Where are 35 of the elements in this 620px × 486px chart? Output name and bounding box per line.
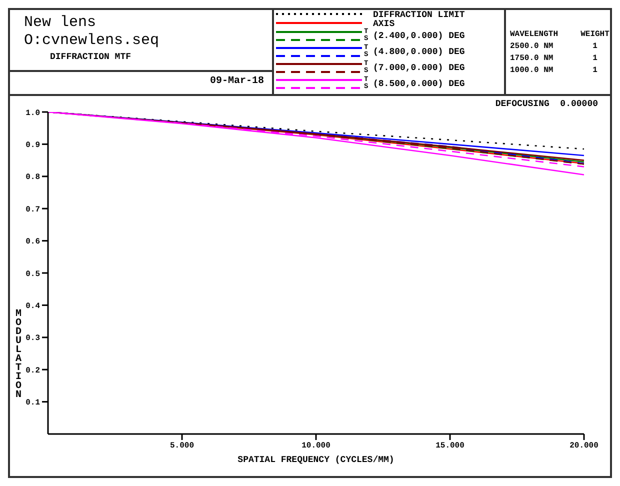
y-tick-label: 0.2 [26, 366, 40, 376]
text: 09-Mar-18 [210, 76, 264, 87]
legend-label: (8.500,0.000) DEG [373, 79, 465, 89]
legend-label: DIFFRACTION LIMIT [373, 10, 465, 20]
text: 1 [592, 54, 598, 63]
y-tick-label: 0.8 [26, 173, 40, 182]
text: 1750.0 NM [510, 54, 554, 63]
text: WEIGHT [580, 30, 610, 39]
y-tick-label: 0.7 [26, 205, 40, 214]
text: 2500.0 NM [510, 42, 554, 51]
chart-subtitle: O:cvnewlens.seq [24, 32, 160, 49]
text: WAVELENGTH [510, 30, 560, 39]
x-tick-label: 15.000 [436, 442, 465, 451]
text: MODULATION [15, 309, 22, 401]
y-tick-label: 0.5 [26, 270, 40, 279]
y-tick-label: 0.3 [26, 334, 40, 344]
legend-label: (7.000,0.000) DEG [373, 63, 465, 73]
text: 1 [592, 66, 598, 75]
y-tick-label: 0.4 [26, 302, 40, 312]
x-tick-label: 5.000 [170, 442, 194, 451]
legend-label: (2.400,0.000) DEG [373, 31, 465, 41]
text: 1000.0 NM [510, 66, 554, 75]
y-tick-label: 1.0 [26, 108, 40, 118]
chart-title: New lens [24, 14, 96, 31]
text: DIFFRACTION MTF [50, 52, 132, 62]
text: DEFOCUSING 0.00000 [495, 99, 598, 109]
y-tick-label: 0.1 [26, 398, 40, 408]
x-axis-title: SPATIAL FREQUENCY (CYCLES/MM) [238, 455, 394, 465]
x-tick-label: 10.000 [302, 442, 331, 451]
y-tick-label: 0.6 [26, 238, 40, 247]
y-tick-label: 0.9 [26, 141, 40, 150]
legend-label: (4.800,0.000) DEG [373, 47, 465, 57]
legend-label: AXIS [373, 18, 395, 28]
text: 1 [592, 42, 598, 51]
x-tick-label: 20.000 [570, 442, 599, 451]
